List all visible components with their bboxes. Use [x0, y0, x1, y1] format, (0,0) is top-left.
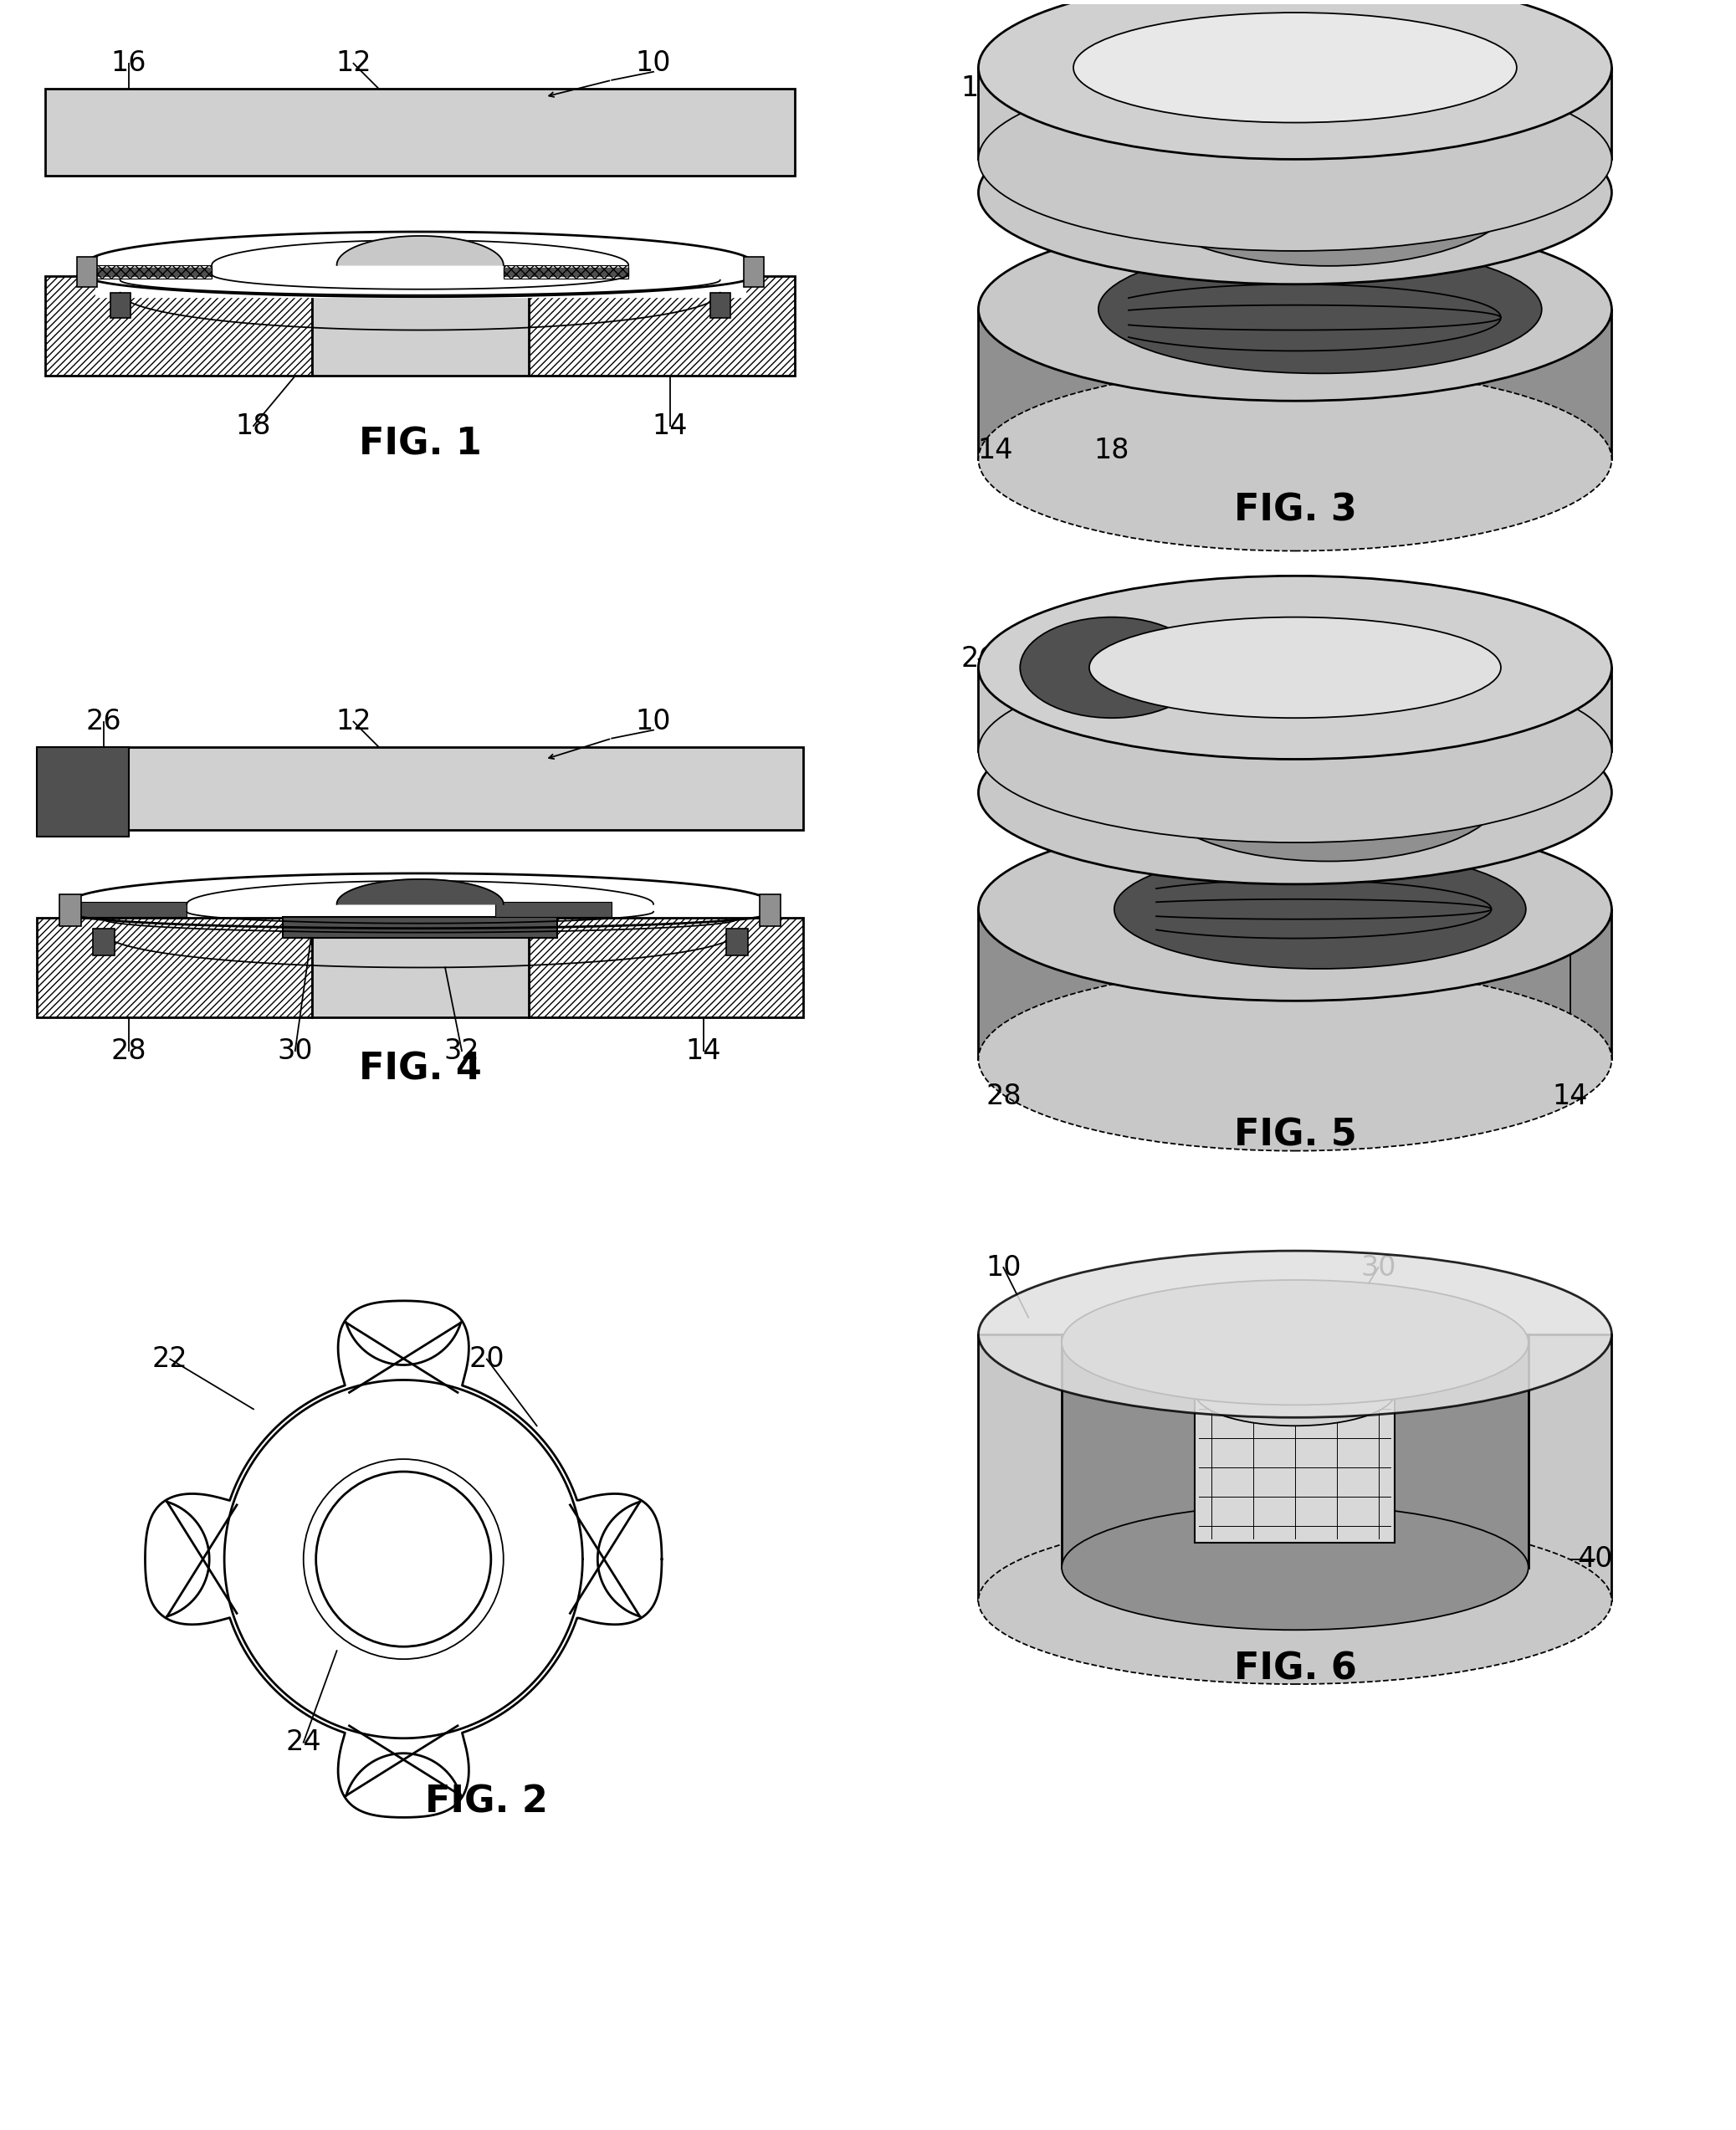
Text: 10: 10: [635, 49, 672, 77]
Text: 22: 22: [153, 1346, 187, 1374]
Text: 10: 10: [986, 1255, 1021, 1282]
Text: 30: 30: [278, 1037, 312, 1065]
Bar: [528, 918, 804, 1018]
Bar: [59, 895, 82, 927]
Ellipse shape: [979, 217, 1611, 400]
Ellipse shape: [1115, 850, 1526, 969]
Text: 14: 14: [686, 1037, 720, 1065]
Ellipse shape: [979, 967, 1611, 1150]
Text: FIG. 2: FIG. 2: [425, 1785, 549, 1819]
Text: 28: 28: [111, 1037, 146, 1065]
Bar: [286, 285, 554, 292]
Polygon shape: [337, 880, 503, 903]
Text: 40: 40: [1578, 1544, 1613, 1572]
Bar: [1062, 1333, 1528, 1568]
Text: 14: 14: [977, 437, 1012, 464]
Bar: [36, 748, 128, 837]
Text: 10: 10: [1486, 40, 1521, 68]
Text: 14: 14: [653, 411, 687, 439]
Ellipse shape: [1139, 119, 1519, 266]
Bar: [36, 748, 804, 831]
Bar: [979, 1333, 1611, 1602]
Text: 30: 30: [1361, 1255, 1396, 1282]
Text: 12: 12: [1252, 40, 1288, 68]
Bar: [45, 277, 312, 375]
Ellipse shape: [1154, 724, 1503, 861]
Bar: [87, 264, 212, 279]
Bar: [45, 89, 795, 177]
Polygon shape: [87, 268, 212, 277]
Bar: [743, 258, 764, 288]
Ellipse shape: [979, 0, 1611, 160]
Text: 26: 26: [960, 645, 996, 673]
Text: FIG. 6: FIG. 6: [1234, 1651, 1356, 1687]
Bar: [726, 929, 748, 954]
Bar: [1194, 1393, 1396, 1542]
Text: FIG. 4: FIG. 4: [359, 1050, 481, 1086]
Bar: [759, 895, 781, 927]
Text: FIG. 3: FIG. 3: [1234, 492, 1356, 528]
Ellipse shape: [1062, 1280, 1528, 1406]
Text: 32: 32: [444, 1037, 479, 1065]
Ellipse shape: [1194, 1359, 1396, 1425]
Text: 30: 30: [1127, 645, 1163, 673]
Ellipse shape: [979, 1517, 1611, 1685]
Bar: [76, 258, 97, 288]
Text: 18: 18: [236, 411, 271, 439]
Text: 26: 26: [85, 707, 122, 735]
Bar: [710, 292, 731, 317]
Ellipse shape: [979, 68, 1611, 251]
Text: 18: 18: [1094, 437, 1130, 464]
Polygon shape: [503, 268, 628, 277]
Bar: [495, 901, 611, 916]
Bar: [92, 929, 115, 954]
Ellipse shape: [1099, 245, 1542, 373]
Bar: [528, 277, 795, 375]
Bar: [979, 309, 1611, 460]
Ellipse shape: [1073, 13, 1517, 124]
Ellipse shape: [1062, 1506, 1528, 1629]
Text: FIG. 1: FIG. 1: [359, 426, 481, 462]
Text: 16: 16: [960, 75, 996, 102]
Text: 28: 28: [986, 1082, 1021, 1110]
Circle shape: [316, 1472, 491, 1646]
Bar: [36, 918, 312, 1018]
Bar: [312, 933, 528, 1018]
Ellipse shape: [1021, 618, 1203, 718]
Polygon shape: [146, 1301, 661, 1817]
Ellipse shape: [979, 575, 1611, 758]
Text: 12: 12: [1302, 645, 1338, 673]
Text: FIG. 5: FIG. 5: [1234, 1118, 1356, 1154]
Text: 12: 12: [335, 707, 372, 735]
Ellipse shape: [979, 818, 1611, 1001]
Ellipse shape: [979, 1250, 1611, 1416]
Polygon shape: [337, 236, 503, 264]
Text: 10: 10: [635, 707, 672, 735]
Ellipse shape: [979, 100, 1611, 283]
Text: 12: 12: [335, 49, 372, 77]
Text: 20: 20: [469, 1346, 505, 1374]
Bar: [503, 264, 628, 279]
Bar: [979, 910, 1611, 1059]
Ellipse shape: [979, 701, 1611, 884]
Bar: [312, 292, 528, 375]
Ellipse shape: [1088, 618, 1502, 718]
Text: 14: 14: [1552, 1082, 1588, 1110]
Text: 10: 10: [1486, 645, 1521, 673]
Bar: [283, 916, 557, 937]
Bar: [979, 68, 1611, 160]
Ellipse shape: [979, 368, 1611, 552]
Text: 16: 16: [111, 49, 146, 77]
Bar: [109, 292, 130, 317]
Bar: [979, 667, 1611, 752]
Ellipse shape: [979, 658, 1611, 843]
Bar: [69, 901, 187, 916]
Text: 24: 24: [286, 1730, 321, 1757]
